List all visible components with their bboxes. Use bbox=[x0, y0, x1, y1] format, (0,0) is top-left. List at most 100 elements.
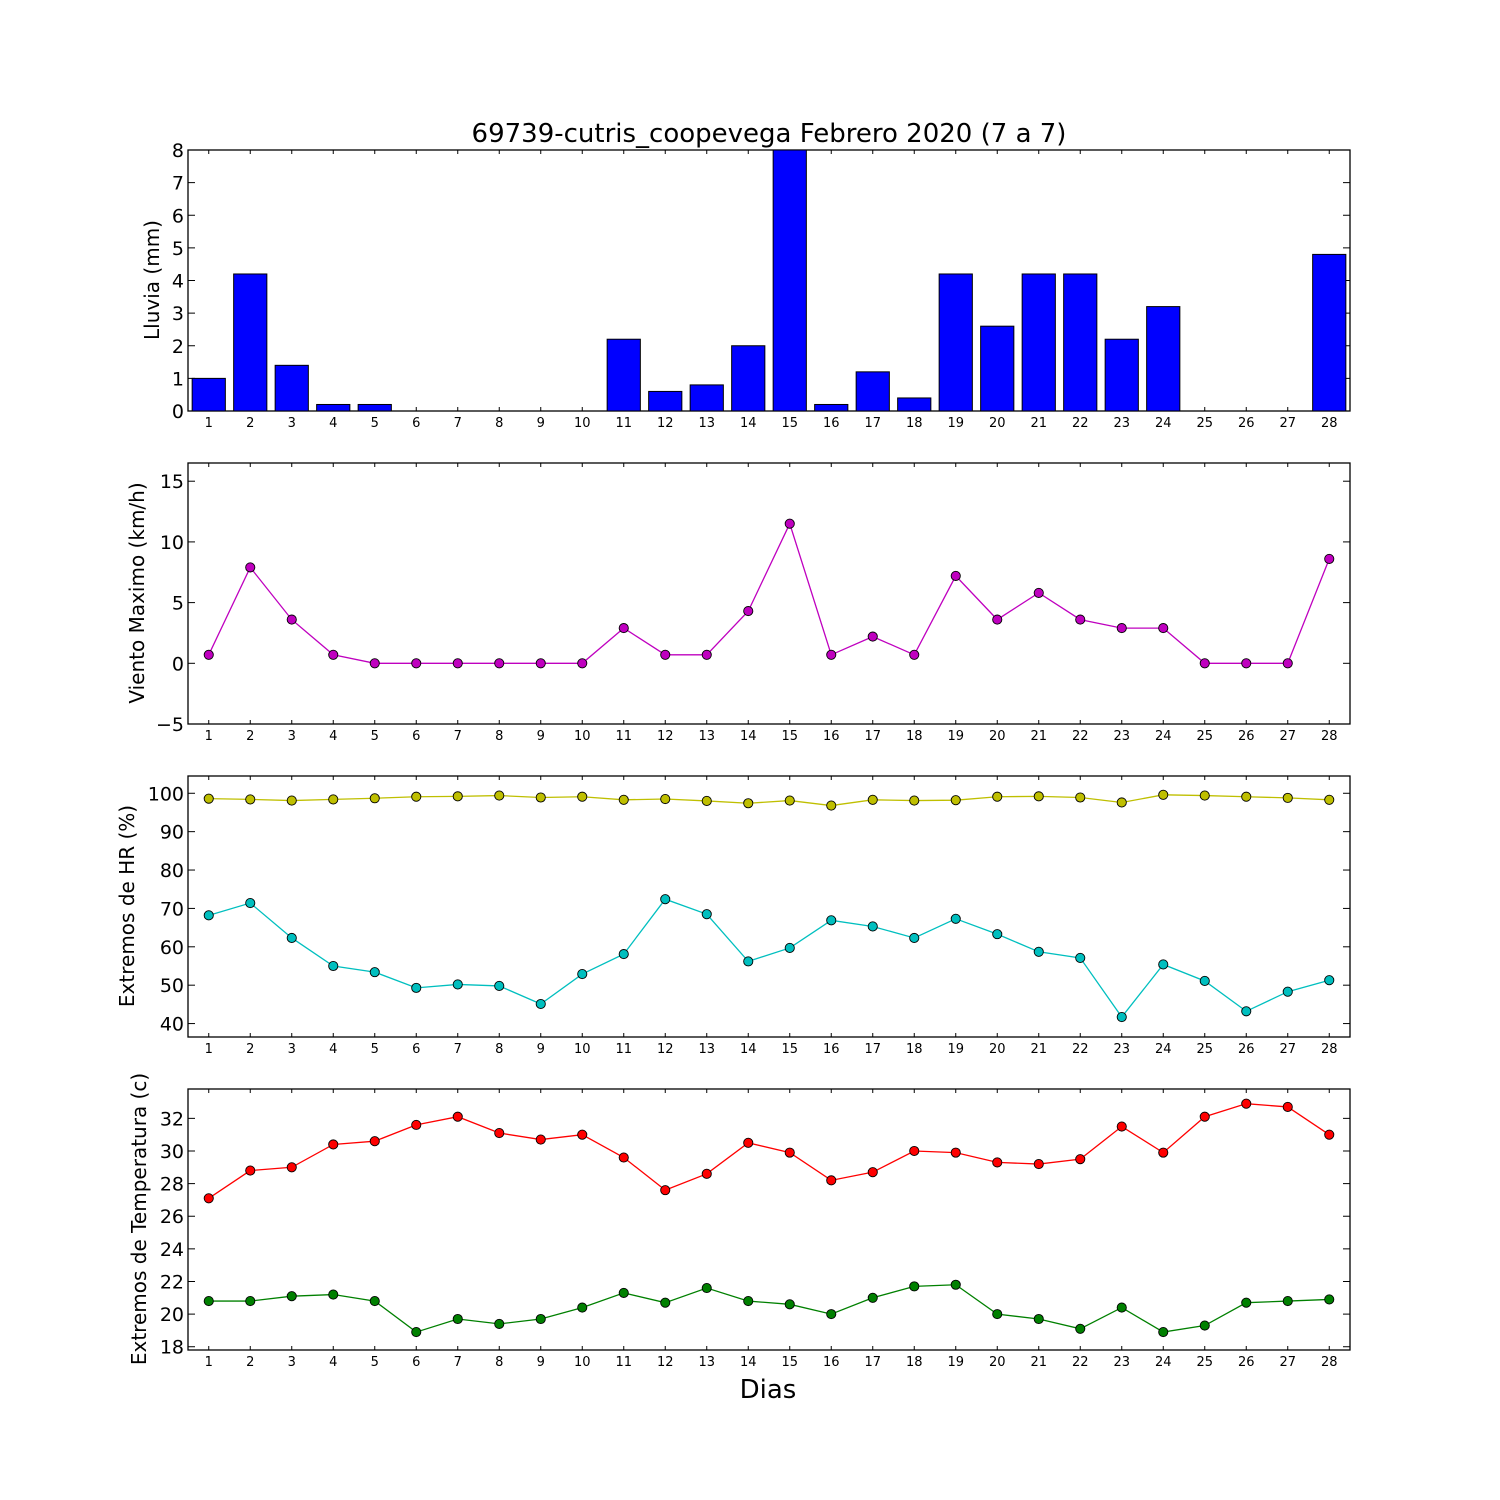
y-tick-label: 6 bbox=[172, 205, 184, 227]
temperature-y-axis-label: Extremos de Temperatura (c) bbox=[127, 1073, 151, 1365]
data-point bbox=[369, 1296, 380, 1307]
data-point bbox=[618, 794, 629, 805]
data-point bbox=[1158, 789, 1169, 800]
data-point bbox=[1075, 792, 1086, 803]
data-point bbox=[701, 1282, 712, 1294]
x-tick-label: 4 bbox=[329, 1042, 337, 1057]
x-tick-label: 10 bbox=[574, 416, 591, 431]
y-tick-label: 8 bbox=[172, 140, 184, 162]
data-point bbox=[826, 915, 837, 926]
data-point bbox=[286, 795, 297, 806]
x-tick-label: 13 bbox=[698, 1042, 715, 1057]
data-point bbox=[992, 614, 1003, 625]
data-point bbox=[743, 798, 754, 809]
rain-bar bbox=[191, 377, 226, 412]
data-point bbox=[494, 980, 505, 992]
data-point bbox=[203, 910, 214, 921]
rain-y-axis-label: Lluvia (mm) bbox=[140, 220, 164, 340]
data-point bbox=[909, 1145, 920, 1157]
x-tick-label: 9 bbox=[537, 729, 545, 744]
x-tick-label: 14 bbox=[740, 416, 757, 431]
data-point bbox=[452, 791, 463, 802]
data-point bbox=[992, 791, 1003, 802]
data-point bbox=[1241, 791, 1252, 802]
rain-bar bbox=[1146, 306, 1181, 412]
y-tick-label: 40 bbox=[160, 1014, 184, 1036]
data-point bbox=[1282, 1296, 1293, 1307]
x-tick-label: 8 bbox=[495, 1042, 503, 1057]
y-tick-label: 28 bbox=[160, 1174, 184, 1196]
data-point bbox=[701, 795, 712, 806]
data-point bbox=[784, 1147, 795, 1158]
x-tick-label: 28 bbox=[1321, 729, 1338, 744]
data-point bbox=[452, 1111, 463, 1122]
y-tick-label: −5 bbox=[156, 714, 184, 736]
x-tick-label: 22 bbox=[1072, 1355, 1089, 1370]
x-tick-label: 24 bbox=[1155, 729, 1172, 744]
y-tick-label: 32 bbox=[160, 1108, 184, 1130]
rain-bar bbox=[689, 384, 724, 412]
x-tick-label: 19 bbox=[947, 416, 964, 431]
x-tick-label: 26 bbox=[1238, 416, 1255, 431]
rain-bar bbox=[357, 403, 392, 412]
y-tick-label: 90 bbox=[160, 822, 184, 844]
data-point bbox=[1158, 959, 1169, 970]
x-tick-label: 12 bbox=[657, 416, 674, 431]
x-tick-label: 13 bbox=[698, 1355, 715, 1370]
data-point bbox=[743, 1137, 754, 1148]
rain-bar bbox=[606, 338, 641, 412]
y-tick-label: 10 bbox=[160, 532, 184, 554]
x-tick-label: 2 bbox=[246, 416, 254, 431]
data-point bbox=[1241, 658, 1252, 669]
x-tick-label: 5 bbox=[371, 1355, 379, 1370]
data-point bbox=[577, 658, 588, 669]
x-tick-label: 15 bbox=[781, 416, 798, 431]
x-tick-label: 10 bbox=[574, 1355, 591, 1370]
x-tick-label: 24 bbox=[1155, 416, 1172, 431]
rain-bar bbox=[938, 273, 973, 412]
x-tick-label: 7 bbox=[454, 1355, 462, 1370]
series-line bbox=[208, 521, 1330, 664]
data-point bbox=[618, 1287, 629, 1298]
data-point bbox=[1324, 1294, 1335, 1305]
data-point bbox=[867, 631, 878, 642]
data-point bbox=[494, 658, 505, 669]
data-point bbox=[577, 969, 588, 980]
y-tick-label: 60 bbox=[160, 937, 184, 959]
x-tick-label: 12 bbox=[657, 1355, 674, 1370]
data-point bbox=[245, 794, 256, 805]
data-point bbox=[826, 1175, 837, 1186]
data-point bbox=[1199, 790, 1210, 801]
data-point bbox=[1324, 794, 1335, 805]
y-tick-label: 30 bbox=[160, 1141, 184, 1163]
plot-frame bbox=[187, 1088, 1351, 1351]
data-point bbox=[1241, 1006, 1252, 1017]
data-point bbox=[784, 1299, 795, 1310]
x-tick-label: 22 bbox=[1072, 1042, 1089, 1057]
x-tick-label: 12 bbox=[657, 1042, 674, 1057]
x-tick-label: 11 bbox=[615, 1355, 632, 1370]
data-point bbox=[535, 1313, 546, 1325]
data-point bbox=[328, 649, 339, 660]
data-point bbox=[1116, 1011, 1127, 1023]
x-tick-label: 15 bbox=[781, 729, 798, 744]
x-tick-label: 23 bbox=[1113, 1355, 1130, 1370]
data-point bbox=[826, 800, 837, 811]
x-tick-label: 8 bbox=[495, 1355, 503, 1370]
data-point bbox=[577, 791, 588, 802]
data-point bbox=[784, 942, 795, 954]
x-tick-label: 3 bbox=[288, 729, 296, 744]
data-point bbox=[245, 1165, 256, 1176]
data-point bbox=[1075, 1323, 1086, 1334]
data-point bbox=[743, 1296, 754, 1307]
data-point bbox=[411, 1119, 422, 1130]
data-point bbox=[452, 1313, 463, 1325]
rain-bar bbox=[855, 371, 890, 412]
data-point bbox=[203, 1193, 214, 1204]
data-point bbox=[369, 658, 380, 669]
data-point bbox=[950, 1147, 961, 1158]
x-tick-label: 20 bbox=[989, 1042, 1006, 1057]
data-point bbox=[369, 1136, 380, 1147]
x-tick-label: 17 bbox=[864, 416, 881, 431]
